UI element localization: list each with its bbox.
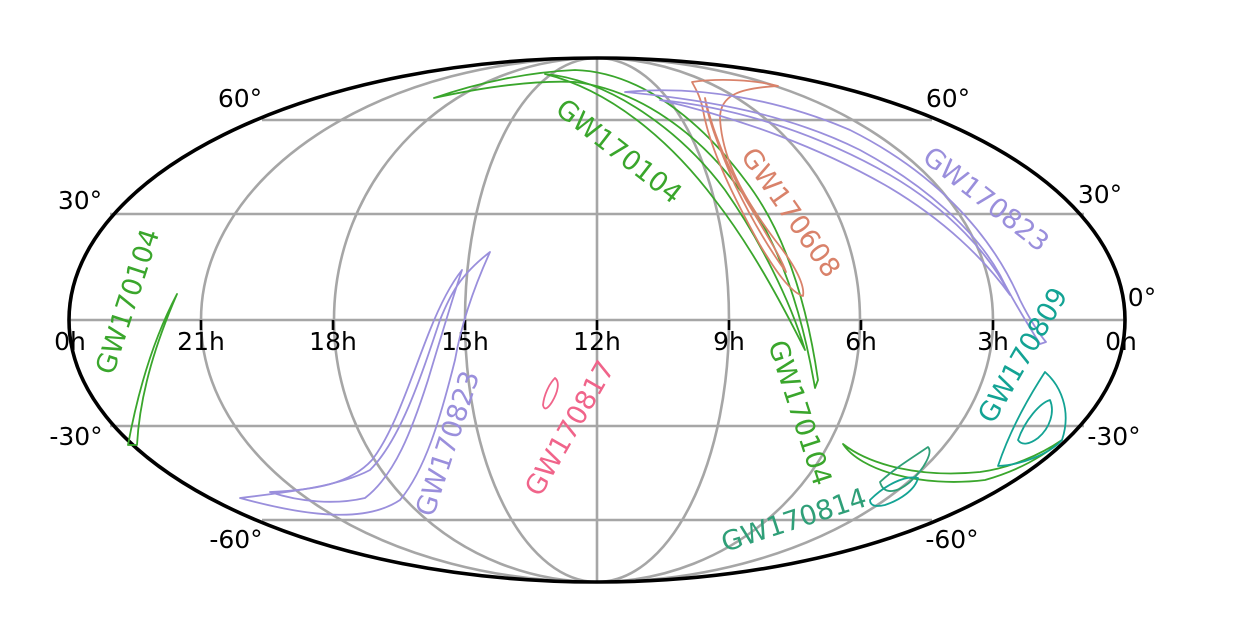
gw170104-contours — [127, 69, 1063, 483]
dec-label: 0° — [1128, 283, 1156, 312]
dec-label: 30° — [1078, 180, 1122, 209]
dec-label: -30° — [1087, 422, 1140, 451]
gw170823-south-inner — [269, 269, 463, 503]
dec-label: 60° — [218, 84, 262, 113]
ra-label: 0h — [1105, 327, 1137, 356]
dec-label: 30° — [58, 186, 102, 215]
gw170817-label: GW170817 — [519, 355, 621, 501]
ra-label: 9h — [713, 327, 745, 356]
gw170104-left-arc — [127, 293, 178, 446]
dec-label: 60° — [926, 84, 970, 113]
gw170104-south-arc — [842, 439, 1063, 483]
gw170823-contours — [239, 89, 1047, 516]
gw170823-north-outer — [624, 89, 1047, 345]
gw170817-contours — [542, 377, 559, 410]
ra-label: 21h — [177, 327, 225, 356]
ra-label: 15h — [441, 327, 489, 356]
gw170104-label-north: GW170104 — [550, 93, 688, 210]
map-frame — [67, 56, 1127, 584]
ra-label: 12h — [573, 327, 621, 356]
gw170608-contours — [691, 79, 805, 297]
gw170809-outer — [997, 371, 1067, 467]
gw170823-north-inner — [659, 99, 1011, 296]
gw170814-contours — [879, 446, 931, 492]
dec-label: -30° — [49, 422, 102, 451]
event-labels: GW170104 GW170104 GW170104 GW170608 GW17… — [90, 93, 1074, 559]
gw170814-region — [879, 446, 931, 492]
gw170104-north-arc-inner — [544, 73, 806, 351]
gw170809-south-blob — [869, 476, 919, 507]
ra-label: 3h — [977, 327, 1009, 356]
dec-label: -60° — [925, 525, 978, 554]
gw170104-north-arc-outer — [433, 69, 819, 389]
ra-label: 18h — [309, 327, 357, 356]
ra-ticks — [199, 320, 995, 330]
dec-label: -60° — [209, 525, 262, 554]
ra-labels: 0h 21h 18h 15h 12h 9h 6h 3h 0h — [54, 327, 1137, 356]
gw170823-label-south: GW170823 — [410, 367, 486, 520]
dec-labels: 60° 60° 30° 30° 0° -30° -30° -60° -60° — [49, 84, 1156, 554]
gw170809-contours — [869, 371, 1067, 507]
gw170823-south-outer — [239, 251, 491, 516]
ra-label: 0h — [54, 327, 86, 356]
gw170104-label-mid: GW170104 — [761, 337, 837, 490]
gw170817-region — [542, 377, 559, 410]
gw170809-inner — [1017, 399, 1053, 445]
gw170608-inner — [704, 97, 787, 273]
gw170608-outer — [691, 79, 805, 297]
ra-label: 6h — [845, 327, 877, 356]
